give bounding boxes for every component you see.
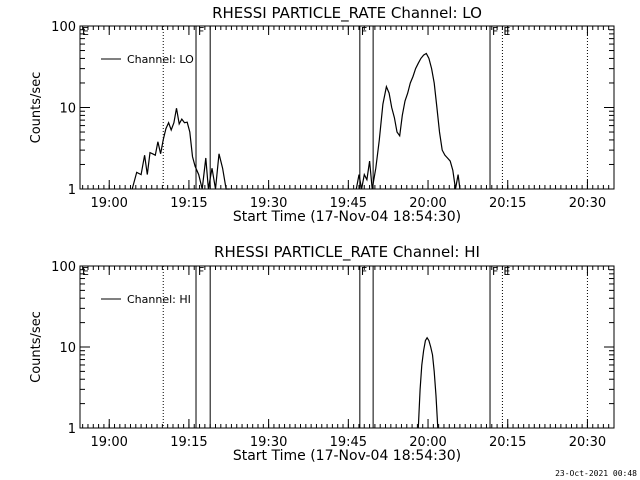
- chart-panel-2: [79, 265, 615, 429]
- plot-frame: [79, 25, 615, 190]
- x-tick-label: 20:30: [569, 435, 606, 450]
- flag-label: E: [82, 265, 89, 278]
- x-tick-label: 19:30: [250, 196, 287, 211]
- flag-label: E: [82, 25, 89, 38]
- flag-label: F: [198, 265, 204, 278]
- flag-label: F: [361, 25, 367, 38]
- footer-timestamp: 23-Oct-2021 00:48: [555, 469, 637, 478]
- legend-label: Channel: HI: [127, 293, 191, 306]
- x-tick-label: 20:00: [409, 435, 446, 450]
- x-tick-label: 19:45: [330, 196, 367, 211]
- y-tick-label: 10: [59, 341, 76, 356]
- y-axis-label: Counts/sec: [29, 311, 44, 383]
- data-series-line: [131, 108, 230, 190]
- plot-frame: [79, 265, 615, 429]
- data-series-line: [417, 336, 439, 429]
- data-series-line: [355, 52, 461, 190]
- x-tick-label: 20:00: [409, 196, 446, 211]
- x-tick-label: 19:15: [170, 435, 207, 450]
- chart-title: RHESSI PARTICLE_RATE Channel: HI: [214, 243, 480, 262]
- flag-label: F: [492, 265, 498, 278]
- x-tick-label: 19:30: [250, 435, 287, 450]
- x-tick-label: 20:15: [489, 196, 526, 211]
- x-tick-label: 20:15: [489, 435, 526, 450]
- x-tick-label: 20:30: [569, 196, 606, 211]
- x-tick-label: 19:00: [90, 435, 127, 450]
- flag-label: F: [361, 265, 367, 278]
- legend-label: Channel: LO: [127, 53, 194, 66]
- y-tick-label: 100: [51, 260, 76, 275]
- flag-label: E: [503, 25, 510, 38]
- flag-label: F: [198, 25, 204, 38]
- y-tick-label: 10: [59, 102, 76, 117]
- chart-panel-1: [79, 25, 615, 190]
- flag-label: E: [503, 265, 510, 278]
- x-axis-label: Start Time (17-Nov-04 18:54:30): [233, 448, 461, 464]
- x-tick-label: 19:00: [90, 196, 127, 211]
- x-tick-label: 19:15: [170, 196, 207, 211]
- y-tick-label: 100: [51, 20, 76, 35]
- flag-label: F: [492, 25, 498, 38]
- chart-title: RHESSI PARTICLE_RATE Channel: LO: [212, 4, 482, 23]
- y-tick-label: 1: [68, 183, 76, 198]
- x-tick-label: 19:45: [330, 435, 367, 450]
- x-axis-label: Start Time (17-Nov-04 18:54:30): [233, 209, 461, 225]
- y-axis-label: Counts/sec: [29, 72, 44, 144]
- y-tick-label: 1: [68, 422, 76, 437]
